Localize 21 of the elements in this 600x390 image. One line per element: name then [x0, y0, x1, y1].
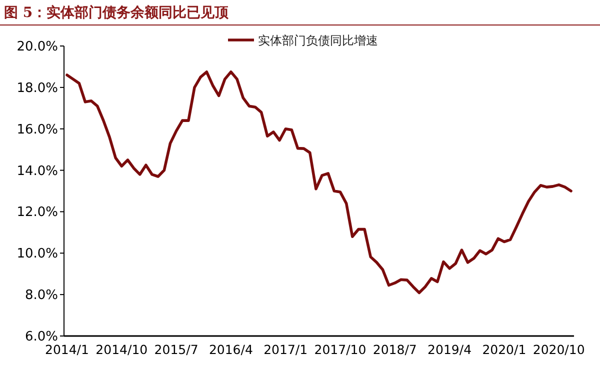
- x-tick-label: 2014/10: [96, 342, 148, 357]
- x-tick-label: 2020/1: [482, 342, 526, 357]
- y-tick-label: 18.0%: [16, 80, 58, 96]
- y-tick-label: 16.0%: [16, 122, 58, 138]
- x-tick-label: 2014/1: [45, 342, 89, 357]
- x-tick-label: 2015/7: [154, 342, 198, 357]
- x-tick-label: 2020/10: [532, 342, 585, 357]
- x-tick-label: 2017/1: [264, 342, 308, 357]
- line-series: [66, 70, 572, 294]
- x-tick-label: 2016/4: [208, 342, 253, 357]
- legend-label: 实体部门负债同比增速: [258, 34, 378, 48]
- y-tick-label: 12.0%: [16, 205, 58, 220]
- y-tick-label: 10.0%: [16, 246, 58, 262]
- y-tick-label: 20.0%: [16, 40, 58, 54]
- y-tick-label: 6.0%: [24, 330, 58, 344]
- x-tick-label: 2018/7: [372, 342, 417, 357]
- x-tick-label: 2017/10: [314, 342, 366, 357]
- chart-title: 图 5：实体部门债务余额同比已见顶: [4, 4, 230, 21]
- x-tick-label: 2019/4: [428, 342, 472, 357]
- y-tick-label: 8.0%: [24, 288, 58, 304]
- y-tick-label: 14.0%: [16, 164, 58, 179]
